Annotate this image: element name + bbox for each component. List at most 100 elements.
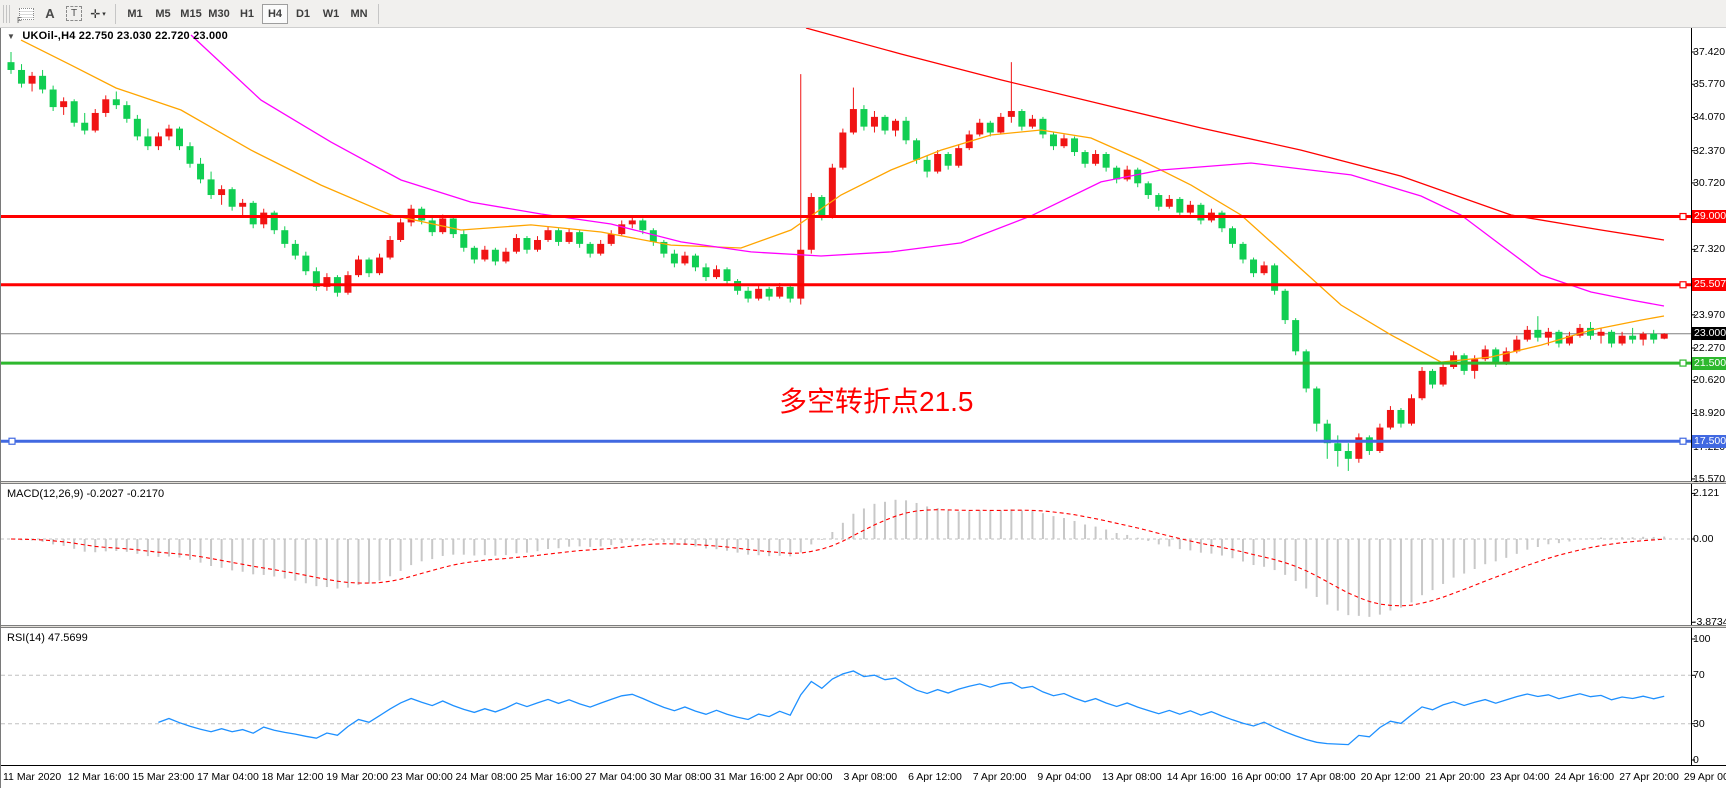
candle <box>523 236 531 254</box>
timeframe-h4[interactable]: H4 <box>262 3 288 24</box>
candle <box>1313 386 1321 432</box>
candle <box>154 132 162 151</box>
candle <box>91 109 99 133</box>
candle <box>660 239 668 258</box>
grid-icon <box>18 7 34 20</box>
candle <box>1534 316 1542 342</box>
hline-handle[interactable] <box>1679 437 1687 445</box>
candle <box>1386 406 1394 430</box>
candle <box>1176 196 1184 217</box>
candle <box>555 228 563 246</box>
candle <box>512 234 520 254</box>
timeframe-m30[interactable]: M30 <box>206 4 232 24</box>
candle <box>7 52 15 74</box>
candle <box>986 120 994 137</box>
candle <box>1081 150 1089 168</box>
time-label: 11 Mar 2020 <box>3 771 62 783</box>
price-tick-label: 34.070 <box>1693 111 1726 124</box>
candle <box>270 210 278 235</box>
candle <box>786 284 794 303</box>
candle <box>765 286 773 301</box>
crosshair-tool-button[interactable]: ✛ ▾ <box>86 3 110 25</box>
timeframe-d1[interactable]: D1 <box>290 4 316 24</box>
candle <box>260 208 268 229</box>
candle <box>1302 349 1310 393</box>
panel-splitter-rsi[interactable] <box>1 625 1726 628</box>
chart-annotation-text[interactable]: 多空转折点21.5 <box>779 386 974 417</box>
candle <box>586 241 594 258</box>
timeframe-h1[interactable]: H1 <box>234 4 260 24</box>
hline-handle[interactable] <box>1679 281 1687 289</box>
candle <box>386 236 394 260</box>
ma-medium-line[interactable] <box>190 34 1665 307</box>
toolbar: F A T ✛ ▾ M1 M5 M15 M30 H1 H4 D1 W1 MN <box>0 0 1726 28</box>
candle <box>449 216 457 239</box>
candle <box>207 171 215 199</box>
candle <box>976 118 984 137</box>
timeframe-w1[interactable]: W1 <box>318 4 344 24</box>
text-label-tool-button[interactable]: A <box>38 3 62 25</box>
price-axis[interactable]: 37.420 35.770 34.070 32.370 30.720 27.320 23.9… <box>1692 28 1726 766</box>
candle <box>112 91 120 110</box>
indicators-grid-button[interactable]: F <box>14 3 38 25</box>
candle <box>839 128 847 170</box>
candle <box>649 228 657 246</box>
price-tick-label: 27.320 <box>1693 243 1726 256</box>
candle <box>323 273 331 291</box>
symbol-period-label: UKOil-,H4 <box>22 30 76 42</box>
price-badge: 17.500 <box>1692 434 1726 448</box>
candle <box>49 85 57 112</box>
candle <box>944 152 952 170</box>
candle <box>870 111 878 133</box>
time-label: 6 Apr 12:00 <box>908 771 962 783</box>
price-tick-label: 15.570 <box>1693 472 1726 485</box>
time-label: 2 Apr 00:00 <box>778 771 833 783</box>
timeframe-m15[interactable]: M15 <box>178 4 204 24</box>
candle <box>1355 433 1363 463</box>
macd-axis-label: 2.121 <box>1693 487 1720 500</box>
candle <box>365 257 373 278</box>
hline-handle[interactable] <box>1679 359 1687 367</box>
candle <box>849 87 857 135</box>
time-label: 27 Apr 20:00 <box>1619 771 1679 783</box>
price-tick-label: 37.420 <box>1693 46 1726 58</box>
candle <box>312 267 320 291</box>
hline-handle[interactable] <box>1679 212 1687 221</box>
chart-canvas[interactable] <box>1 28 1726 765</box>
chart-title: ▼ UKOil-,H4 22.750 23.030 22.720 23.000 <box>7 30 228 42</box>
candle <box>1228 226 1236 248</box>
price-tick-label: 23.970 <box>1693 308 1726 321</box>
candle <box>39 69 47 94</box>
candle <box>607 230 615 246</box>
panel-splitter-macd[interactable] <box>1 481 1726 484</box>
hline-handle[interactable] <box>8 437 16 445</box>
candle <box>713 265 721 280</box>
price-badge: 21.500 <box>1692 356 1726 370</box>
toolbar-drag-handle[interactable] <box>3 4 11 23</box>
macd-axis-label: 0.00 <box>1693 533 1714 545</box>
time-axis[interactable]: 11 Mar 2020 12 Mar 16:00 15 Mar 23:00 17 Ma… <box>1 765 1726 788</box>
candle <box>1186 200 1194 215</box>
candle <box>1618 331 1626 346</box>
ma-slow-line[interactable] <box>805 28 1665 241</box>
candle <box>481 245 489 262</box>
timeframe-m1[interactable]: M1 <box>122 4 148 24</box>
candle <box>1344 443 1352 471</box>
time-label: 31 Mar 16:00 <box>714 771 777 783</box>
time-label: 25 Mar 16:00 <box>520 771 583 783</box>
ma-fast-line[interactable] <box>20 39 1665 363</box>
timeframe-m5[interactable]: M5 <box>150 4 176 24</box>
price-badge: 29.000 <box>1692 210 1726 224</box>
candle <box>144 128 152 151</box>
candle <box>544 226 552 242</box>
candle <box>1555 329 1563 348</box>
candle <box>354 255 362 278</box>
candle <box>923 155 931 178</box>
timeframe-mn[interactable]: MN <box>346 4 372 24</box>
price-tick-label: 22.270 <box>1693 342 1726 355</box>
macd-values: -0.2027 -0.2170 <box>86 488 165 500</box>
time-label: 27 Mar 04:00 <box>584 771 647 783</box>
time-label: 20 Apr 12:00 <box>1360 771 1421 783</box>
candle <box>1123 165 1131 182</box>
text-box-tool-button[interactable]: T <box>62 3 86 25</box>
